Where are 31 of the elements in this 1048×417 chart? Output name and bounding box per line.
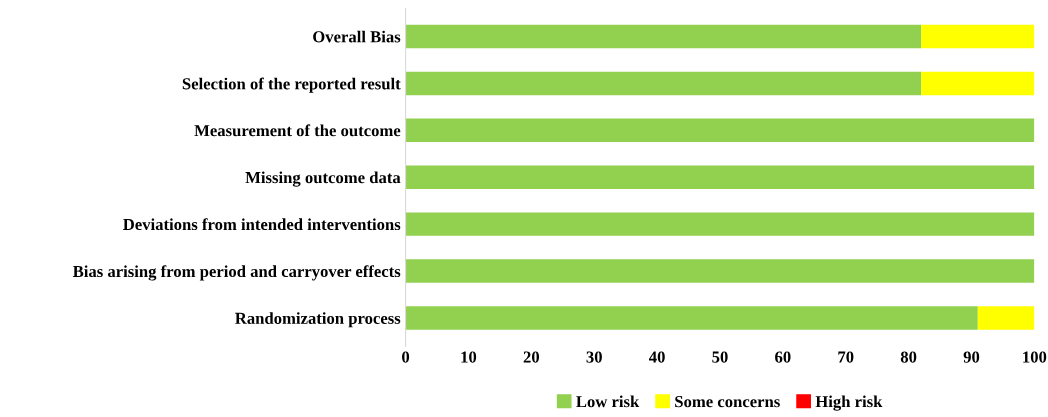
x-tick-label: 30 (586, 351, 602, 363)
x-tick-label: 40 (648, 351, 665, 363)
x-tick-label: 70 (838, 351, 854, 363)
y-tick-label: Missing outcome data (245, 171, 401, 187)
bar (921, 24, 1035, 49)
legend-label: Some concerns (675, 396, 780, 408)
bar (977, 306, 1035, 330)
y-tick-label: Measurement of the outcome (194, 124, 401, 137)
x-tick-label: 10 (461, 351, 477, 363)
y-tick-label: Overall Bias (313, 30, 401, 43)
x-tick-label: 60 (775, 351, 791, 363)
bar (405, 24, 922, 49)
x-tick-label: 20 (523, 351, 540, 363)
bar (405, 259, 1035, 283)
bar (405, 306, 978, 330)
x-tick-label: 90 (963, 351, 980, 363)
bar (405, 165, 1035, 189)
y-tick-label: Deviations from intended interventions (123, 218, 401, 231)
legend-label: Low risk (576, 395, 640, 408)
legend-label: High risk (815, 395, 883, 411)
y-tick-label: Bias arising from period and carryover effects (72, 265, 401, 281)
x-tick-label: 100 (1023, 351, 1047, 363)
bar (405, 71, 922, 96)
bar (405, 212, 1035, 236)
bar (921, 71, 1035, 96)
bar (405, 118, 1035, 143)
x-tick-label: 0 (402, 351, 410, 363)
x-tick-label: 50 (712, 351, 728, 363)
y-tick-label: Randomization process (235, 312, 401, 328)
y-tick-label: Selection of the reported result (182, 77, 401, 93)
x-tick-label: 80 (900, 351, 917, 363)
